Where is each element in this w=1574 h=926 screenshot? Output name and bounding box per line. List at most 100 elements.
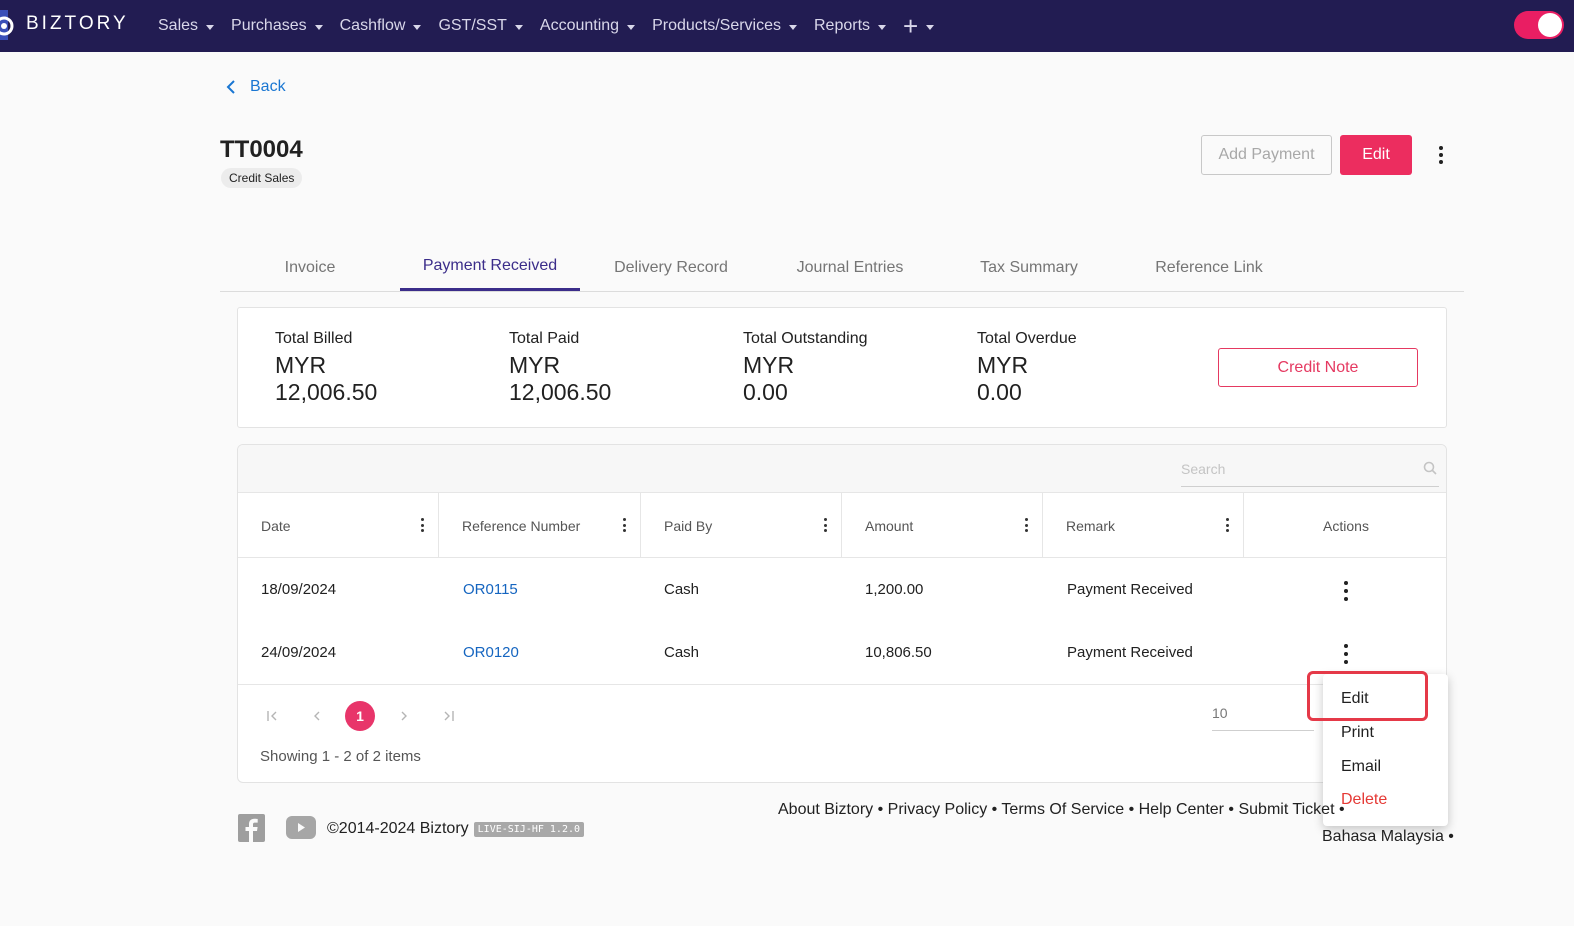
total-billed-label: Total Billed [275,330,353,347]
menu-item-edit[interactable]: Edit [1341,690,1369,707]
nav-reports[interactable]: Reports [814,17,887,35]
nav-accounting-label: Accounting [539,17,620,34]
row-actions-menu: Edit Print Email Delete [1323,674,1448,826]
more-options-icon[interactable] [1432,143,1450,167]
footer-links[interactable]: About Biztory • Privacy Policy • Terms O… [778,801,1345,818]
total-outstanding-amount: 0.00 [743,379,788,405]
youtube-icon[interactable] [286,816,316,839]
cell-amount: 1,200.00 [865,580,924,598]
column-menu-icon[interactable] [1226,518,1229,532]
page-title: TT0004 [220,136,303,163]
add-payment-button[interactable]: Add Payment [1201,135,1332,175]
document-tabs: Invoice Payment Received Delivery Record… [220,244,1464,292]
cell-remark: Payment Received [1067,580,1193,598]
caret-down-icon [878,24,887,30]
nav-quick-add[interactable]: + [903,13,935,39]
nav-products-services-label: Products/Services [652,17,781,34]
caret-down-icon [514,24,523,30]
table-toolbar: Search [238,445,1446,493]
last-page-icon[interactable] [433,701,463,731]
first-page-icon[interactable] [258,701,288,731]
total-paid-amount: 12,006.50 [509,379,612,405]
payments-table-card: Search Date Reference Number Paid By Amo… [237,444,1447,783]
row-actions-icon[interactable] [1342,644,1350,664]
nav-reports-label: Reports [814,17,871,34]
tab-journal-entries[interactable]: Journal Entries [796,258,904,276]
tab-reference-link[interactable]: Reference Link [1155,258,1263,276]
cell-remark: Payment Received [1067,643,1193,661]
page-number-current[interactable]: 1 [345,701,375,731]
column-menu-icon[interactable] [824,518,827,532]
nav-sales-label: Sales [158,17,199,34]
page-size-value: 10 [1212,705,1228,721]
column-label: Actions [1323,517,1369,534]
row-actions-icon[interactable] [1342,581,1350,601]
version-badge: LIVE-SIJ-HF 1.2.0 [473,821,585,837]
back-link[interactable]: Back [226,78,286,96]
total-outstanding-currency: MYR [743,352,795,378]
caret-down-icon [413,24,422,30]
column-label: Amount [865,517,914,534]
edit-button[interactable]: Edit [1340,135,1412,175]
cell-reference-link[interactable]: OR0115 [463,580,518,598]
pagination-summary: Showing 1 - 2 of 2 items [260,748,421,765]
nav-cashflow-label: Cashflow [339,17,406,34]
next-page-icon[interactable] [389,701,419,731]
column-header-actions: Actions [1244,493,1446,558]
table-row: 18/09/2024 OR0115 Cash 1,200.00 Payment … [238,558,1446,620]
total-overdue-currency: MYR [977,352,1029,378]
divider [238,684,1446,685]
column-menu-icon[interactable] [623,518,626,532]
column-label: Remark [1066,517,1116,534]
caret-down-icon [789,24,797,30]
cell-reference-link[interactable]: OR0120 [463,643,519,661]
total-overdue-amount: 0.00 [977,379,1022,405]
nav-purchases-label: Purchases [231,17,307,34]
biztory-logo-icon [0,10,14,40]
total-billed-currency: MYR [275,352,327,378]
credit-note-button[interactable]: Credit Note [1218,348,1418,387]
table-header: Date Reference Number Paid By Amount Rem… [238,493,1446,558]
language-link[interactable]: Bahasa Malaysia • [1322,828,1454,845]
tab-payment-received[interactable]: Payment Received [400,244,580,291]
cell-paid-by: Cash [664,580,700,598]
search-input[interactable]: Search [1181,459,1439,487]
caret-down-icon [926,24,935,30]
nav-accounting[interactable]: Accounting [539,17,636,35]
nav-products-services[interactable]: Products/Services [652,17,797,35]
nav-gst-sst[interactable]: GST/SST [438,17,523,35]
column-header-date[interactable]: Date [238,493,439,558]
nav-purchases[interactable]: Purchases [231,17,323,35]
column-menu-icon[interactable] [1025,518,1028,532]
column-menu-icon[interactable] [421,518,424,532]
tab-delivery-record[interactable]: Delivery Record [614,258,728,276]
cell-date: 24/09/2024 [261,643,337,661]
menu-item-delete[interactable]: Delete [1341,791,1388,808]
document-type-badge: Credit Sales [221,168,303,188]
nav-sales[interactable]: Sales [158,17,215,35]
column-header-reference-number[interactable]: Reference Number [439,493,641,558]
highlight-annotation [1307,671,1428,721]
mode-toggle[interactable] [1514,11,1564,39]
facebook-icon[interactable] [238,814,265,842]
total-outstanding-label: Total Outstanding [743,330,868,347]
page-size-select[interactable]: 10 [1212,701,1314,731]
menu-item-print[interactable]: Print [1341,724,1374,741]
menu-item-email[interactable]: Email [1341,758,1382,775]
prev-page-icon[interactable] [302,701,332,731]
caret-down-icon [314,24,323,30]
cell-paid-by: Cash [664,643,700,661]
total-overdue: Total Overdue MYR 0.00 [977,330,1077,406]
column-header-paid-by[interactable]: Paid By [641,493,842,558]
nav-cashflow[interactable]: Cashflow [340,17,422,35]
table-row: 24/09/2024 OR0120 Cash 10,806.50 Payment… [238,621,1446,683]
column-label: Date [261,517,291,534]
column-header-amount[interactable]: Amount [842,493,1043,558]
cell-date: 18/09/2024 [261,580,337,598]
caret-down-icon [206,24,215,30]
column-header-remark[interactable]: Remark [1043,493,1244,558]
tab-invoice[interactable]: Invoice [284,258,336,276]
tab-tax-summary[interactable]: Tax Summary [980,258,1078,276]
chevron-left-icon [226,80,235,94]
back-label: Back [250,78,286,95]
